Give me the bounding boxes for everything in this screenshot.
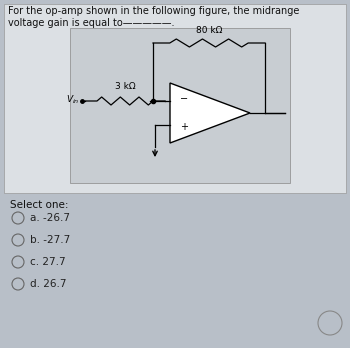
FancyBboxPatch shape (4, 4, 346, 193)
Text: b. -27.7: b. -27.7 (30, 235, 70, 245)
Text: Select one:: Select one: (10, 200, 69, 210)
FancyBboxPatch shape (70, 28, 290, 183)
Text: 3 kΩ: 3 kΩ (115, 82, 135, 91)
Text: c. 27.7: c. 27.7 (30, 257, 66, 267)
Polygon shape (170, 83, 250, 143)
Text: voltage gain is equal to—————.: voltage gain is equal to—————. (8, 18, 175, 28)
Text: $V_{in}$: $V_{in}$ (66, 94, 80, 106)
Text: −: − (180, 94, 188, 104)
Text: a. -26.7: a. -26.7 (30, 213, 70, 223)
Text: d. 26.7: d. 26.7 (30, 279, 66, 289)
Text: 80 kΩ: 80 kΩ (196, 26, 222, 35)
Text: +: + (180, 122, 188, 132)
FancyBboxPatch shape (4, 196, 346, 346)
Text: For the op-amp shown in the following figure, the midrange: For the op-amp shown in the following fi… (8, 6, 299, 16)
